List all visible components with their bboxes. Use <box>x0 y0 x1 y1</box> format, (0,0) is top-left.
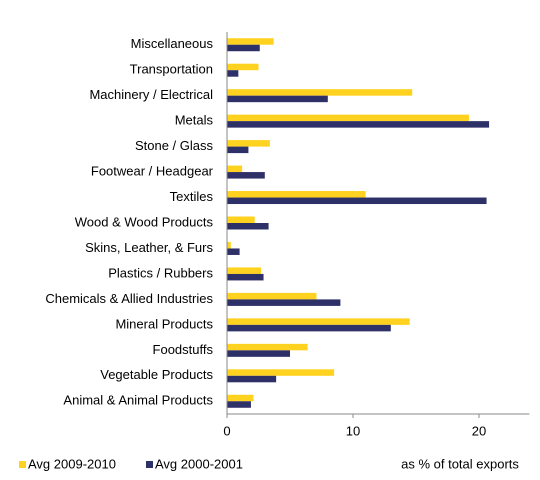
bar <box>227 241 231 249</box>
bar <box>227 63 259 71</box>
bar <box>227 89 413 96</box>
bar <box>227 401 251 408</box>
y-tick-label: Wood & Wood Products <box>75 214 214 229</box>
bar <box>227 292 317 300</box>
annotation: as % of total exports <box>401 456 519 471</box>
y-tick-label: Footwear / Headgear <box>91 164 214 179</box>
bar <box>227 324 391 332</box>
bar <box>227 140 270 147</box>
bar <box>227 350 290 357</box>
bar <box>227 197 487 205</box>
bar <box>227 223 269 230</box>
bar <box>227 267 262 274</box>
y-tick-label: Transportation <box>130 62 213 77</box>
bar <box>227 216 255 223</box>
legend-label: Avg 2009-2010 <box>28 456 116 471</box>
bar <box>227 114 469 122</box>
y-tick-label: Foodstuffs <box>153 342 214 357</box>
bar <box>227 44 260 52</box>
bar <box>227 146 249 154</box>
legend-label: Avg 2000-2001 <box>155 456 243 471</box>
bar <box>227 273 264 281</box>
y-tick-label: Metals <box>175 113 214 128</box>
bar <box>227 248 240 255</box>
y-tick-label: Stone / Glass <box>135 138 214 153</box>
x-tick-label: 20 <box>472 423 486 438</box>
y-tick-label: Mineral Products <box>115 316 213 331</box>
x-tick-label: 10 <box>346 423 360 438</box>
x-tick-label: 0 <box>223 423 230 438</box>
y-tick-label: Machinery / Electrical <box>89 87 213 102</box>
y-tick-label: Miscellaneous <box>131 36 214 51</box>
y-tick-label: Textiles <box>170 189 214 204</box>
legend-swatch <box>19 461 26 468</box>
y-tick-label: Chemicals & Allied Industries <box>45 291 213 306</box>
bar <box>227 121 490 128</box>
bar <box>227 95 328 103</box>
bar <box>227 299 341 306</box>
bar <box>227 318 410 325</box>
bar <box>227 394 254 402</box>
bar <box>227 375 277 383</box>
bar <box>227 70 239 77</box>
bar <box>227 343 308 351</box>
y-tick-label: Skins, Leather, & Furs <box>85 240 213 255</box>
y-tick-label: Animal & Animal Products <box>63 393 213 408</box>
bar <box>227 191 366 198</box>
y-tick-label: Plastics / Rubbers <box>108 265 213 280</box>
bar <box>227 172 265 179</box>
legend-swatch <box>146 461 153 468</box>
y-tick-label: Vegetable Products <box>100 367 213 382</box>
bar <box>227 165 243 173</box>
bar <box>227 369 335 376</box>
bar <box>227 38 274 45</box>
